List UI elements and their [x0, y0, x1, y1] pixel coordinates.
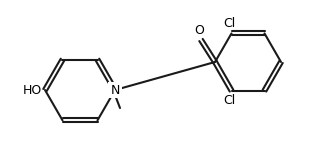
Text: O: O — [194, 24, 204, 37]
Text: Cl: Cl — [223, 94, 236, 107]
Text: Cl: Cl — [223, 17, 236, 30]
Text: N: N — [110, 84, 120, 97]
Text: HO: HO — [23, 84, 42, 97]
